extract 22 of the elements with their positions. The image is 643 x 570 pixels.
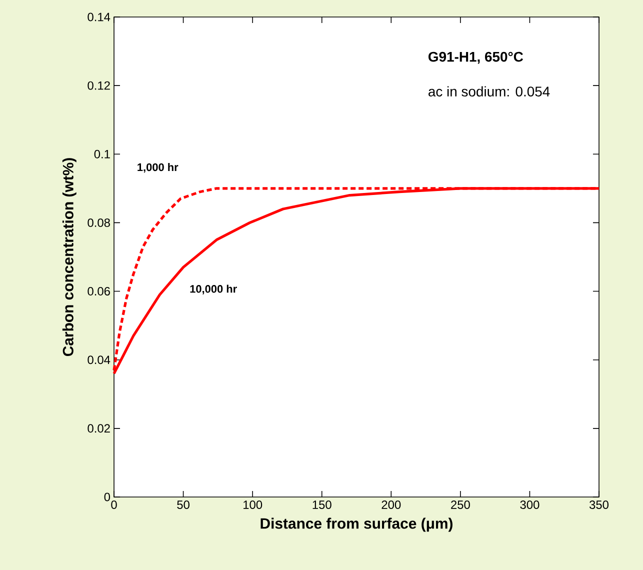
x-tick-label: 300 [520,500,540,509]
x-tick-label: 50 [177,500,190,509]
x-tick-label: 350 [589,500,609,509]
y-axis-title: Carbon concentration (wt%) [62,158,76,356]
annotation: ac in sodium: 0.054 [428,86,550,97]
series-label: 10,000 hr [190,284,237,294]
y-tick-label: 0.02 [88,424,110,433]
x-tick-label: 250 [451,500,470,509]
y-tick-label: 0.12 [88,81,110,90]
x-tick-label: 100 [244,500,262,509]
x-tick-label: 0 [111,500,117,509]
x-tick-label: 150 [312,500,332,509]
x-axis-title: Distance from surface (μm) [260,518,452,532]
x-tick-label: 200 [382,500,401,509]
y-tick-label: 0.14 [88,12,110,22]
text: 1,000 hr [138,163,178,173]
annotation: G91-H1, 650°C [428,52,524,64]
y-tick-label: 0.08 [88,218,110,227]
y-tick-label: 0.1 [94,150,110,158]
y-tick-label: 0.04 [88,356,110,364]
y-tick-label: 0 [104,492,110,502]
y-tick-label: 0.06 [88,287,110,296]
